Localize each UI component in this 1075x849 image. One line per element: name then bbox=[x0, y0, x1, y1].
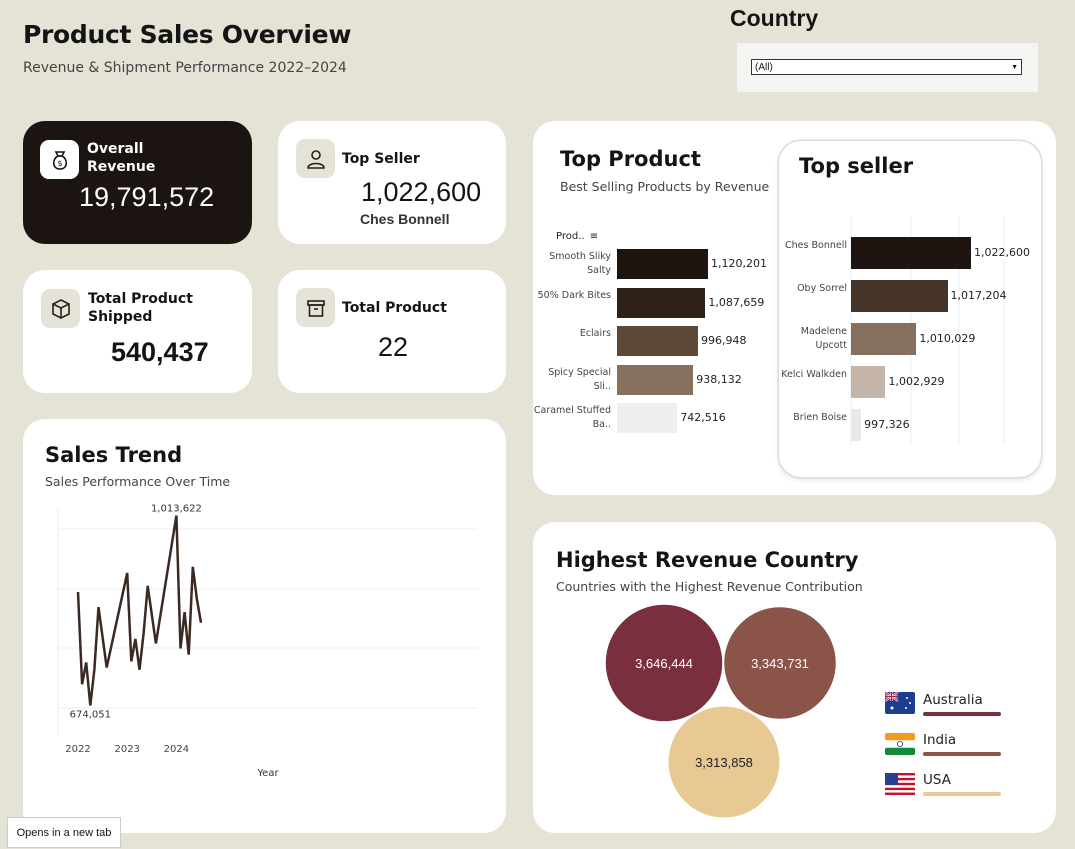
usa-flag-icon bbox=[885, 773, 915, 799]
box-icon bbox=[41, 289, 80, 328]
country-filter: (All) ▼ bbox=[737, 43, 1038, 92]
country-revenue-title: Highest Revenue Country bbox=[556, 548, 859, 572]
bar-label: Brien Boise bbox=[793, 412, 847, 423]
sales-trend-card: Sales Trend Sales Performance Over Time … bbox=[23, 419, 506, 833]
archive-icon bbox=[296, 288, 335, 327]
sales-trend-chart: 2022 2023 2024 Year 1,013,622 674,051 bbox=[57, 504, 478, 779]
page-title: Product Sales Overview bbox=[23, 20, 352, 49]
chevron-down-icon: ▼ bbox=[1011, 64, 1018, 71]
bar-label: Kelci Walkden bbox=[781, 369, 847, 380]
top-product-card: Top Product Best Selling Products by Rev… bbox=[533, 121, 1056, 495]
bar-label: Spicy Special Sli.. bbox=[548, 366, 611, 392]
bubble-value-label: 3,313,858 bbox=[695, 755, 753, 770]
top-product-title: Top Product bbox=[560, 147, 701, 171]
bar-label: Oby Sorrel bbox=[797, 283, 847, 294]
legend-india: India bbox=[923, 732, 957, 748]
legend-usa-line bbox=[923, 792, 1001, 796]
country-bubble[interactable] bbox=[667, 705, 781, 819]
total-shipped-value: 540,437 bbox=[111, 337, 209, 367]
country-revenue-subtitle: Countries with the Highest Revenue Contr… bbox=[556, 579, 863, 594]
country-revenue-card: Highest Revenue Country Countries with t… bbox=[533, 522, 1056, 833]
page-subtitle: Revenue & Shipment Performance 2022–2024 bbox=[23, 60, 347, 76]
bar[interactable] bbox=[617, 364, 694, 395]
bar-value-label: 742,516 bbox=[680, 411, 726, 424]
bar-label: Eclairs bbox=[579, 328, 611, 339]
sales-trend-title: Sales Trend bbox=[45, 443, 183, 467]
bar-label: 50% Dark Bites bbox=[537, 289, 611, 301]
bar-value-label: 1,022,600 bbox=[974, 246, 1030, 259]
bar[interactable] bbox=[851, 366, 886, 398]
bubble-value-label: 3,646,444 bbox=[635, 656, 693, 671]
product-column-header[interactable]: Prod.. ≡ bbox=[556, 231, 599, 242]
top-seller-label: Top Seller bbox=[342, 151, 420, 167]
country-bubble-chart: 3,646,444 3,343,731 3,313,858 bbox=[604, 603, 838, 819]
bubble-value-label: 3,343,731 bbox=[751, 656, 809, 671]
bar[interactable] bbox=[851, 323, 917, 355]
overall-revenue-card: $ Overall Revenue 19,791,572 bbox=[23, 121, 252, 244]
total-product-card: Total Product 22 bbox=[278, 270, 506, 393]
bar-label: Madelene Upcott bbox=[800, 326, 847, 351]
country-filter-title: Country bbox=[730, 5, 819, 31]
min-point-label: 674,051 bbox=[70, 710, 111, 721]
overall-revenue-label: Overall Revenue bbox=[87, 141, 156, 175]
money-bag-icon: $ bbox=[40, 140, 79, 179]
x-tick-label: 2023 bbox=[114, 744, 139, 755]
bar-value-label: 997,326 bbox=[864, 418, 910, 431]
bar-value-label: 1,010,029 bbox=[919, 332, 976, 345]
overall-revenue-value: 19,791,572 bbox=[79, 182, 215, 212]
legend-australia: Australia bbox=[923, 692, 983, 708]
india-flag-icon bbox=[885, 733, 915, 759]
bar-label: Caramel Stuffed Ba.. bbox=[533, 405, 611, 430]
sort-icon: ≡ bbox=[589, 231, 599, 242]
bar[interactable] bbox=[617, 403, 678, 433]
x-tick-label: 2024 bbox=[164, 744, 189, 755]
max-point-label: 1,013,622 bbox=[151, 504, 202, 515]
country-dropdown-value: (All) bbox=[755, 62, 773, 73]
bar[interactable] bbox=[617, 249, 708, 279]
total-shipped-label: Total Product Shipped bbox=[88, 291, 193, 325]
new-tab-tooltip: Opens in a new tab bbox=[7, 817, 121, 848]
bar[interactable] bbox=[851, 409, 862, 441]
country-bubble[interactable] bbox=[722, 605, 838, 721]
country-dropdown[interactable]: (All) ▼ bbox=[751, 59, 1022, 75]
x-tick-label: 2022 bbox=[65, 744, 90, 755]
top-seller-value: 1,022,600 bbox=[361, 177, 482, 207]
australia-flag-icon bbox=[884, 691, 915, 718]
sales-trend-subtitle: Sales Performance Over Time bbox=[45, 474, 231, 489]
bar-value-label: 996,948 bbox=[700, 334, 747, 347]
bar-label: Smooth Sliky Salty bbox=[549, 251, 611, 276]
bar-value-label: 1,017,204 bbox=[950, 289, 1007, 302]
top-product-subtitle: Best Selling Products by Revenue bbox=[560, 179, 770, 194]
legend-usa: USA bbox=[923, 772, 951, 788]
svg-text:$: $ bbox=[57, 159, 62, 168]
top-seller-panel: Top seller Ches Bonnell 1,022,600 Oby Sorr… bbox=[779, 141, 1041, 477]
x-axis-label: Year bbox=[256, 768, 279, 779]
total-product-label: Total Product bbox=[342, 300, 447, 316]
bar[interactable] bbox=[617, 287, 706, 318]
legend-australia-line bbox=[923, 712, 1001, 716]
total-shipped-card: Total Product Shipped 540,437 bbox=[23, 270, 252, 393]
bar[interactable] bbox=[851, 237, 971, 269]
bar[interactable] bbox=[617, 326, 698, 356]
bar[interactable] bbox=[851, 280, 948, 312]
top-seller-chart-title: Top seller bbox=[799, 154, 914, 178]
bar-value-label: 1,120,201 bbox=[711, 257, 767, 270]
total-product-value: 22 bbox=[378, 332, 409, 362]
bar-value-label: 1,087,659 bbox=[708, 295, 765, 309]
top-seller-name: Ches Bonnell bbox=[360, 211, 450, 227]
bar-label: Ches Bonnell bbox=[785, 240, 847, 251]
user-icon bbox=[296, 139, 335, 178]
legend-india-line bbox=[923, 752, 1001, 756]
top-seller-card: Top Seller 1,022,600 Ches Bonnell bbox=[278, 121, 506, 244]
bar-value-label: 938,132 bbox=[696, 372, 742, 386]
sales-trend-line[interactable] bbox=[76, 515, 203, 706]
bar-value-label: 1,002,929 bbox=[888, 375, 945, 388]
